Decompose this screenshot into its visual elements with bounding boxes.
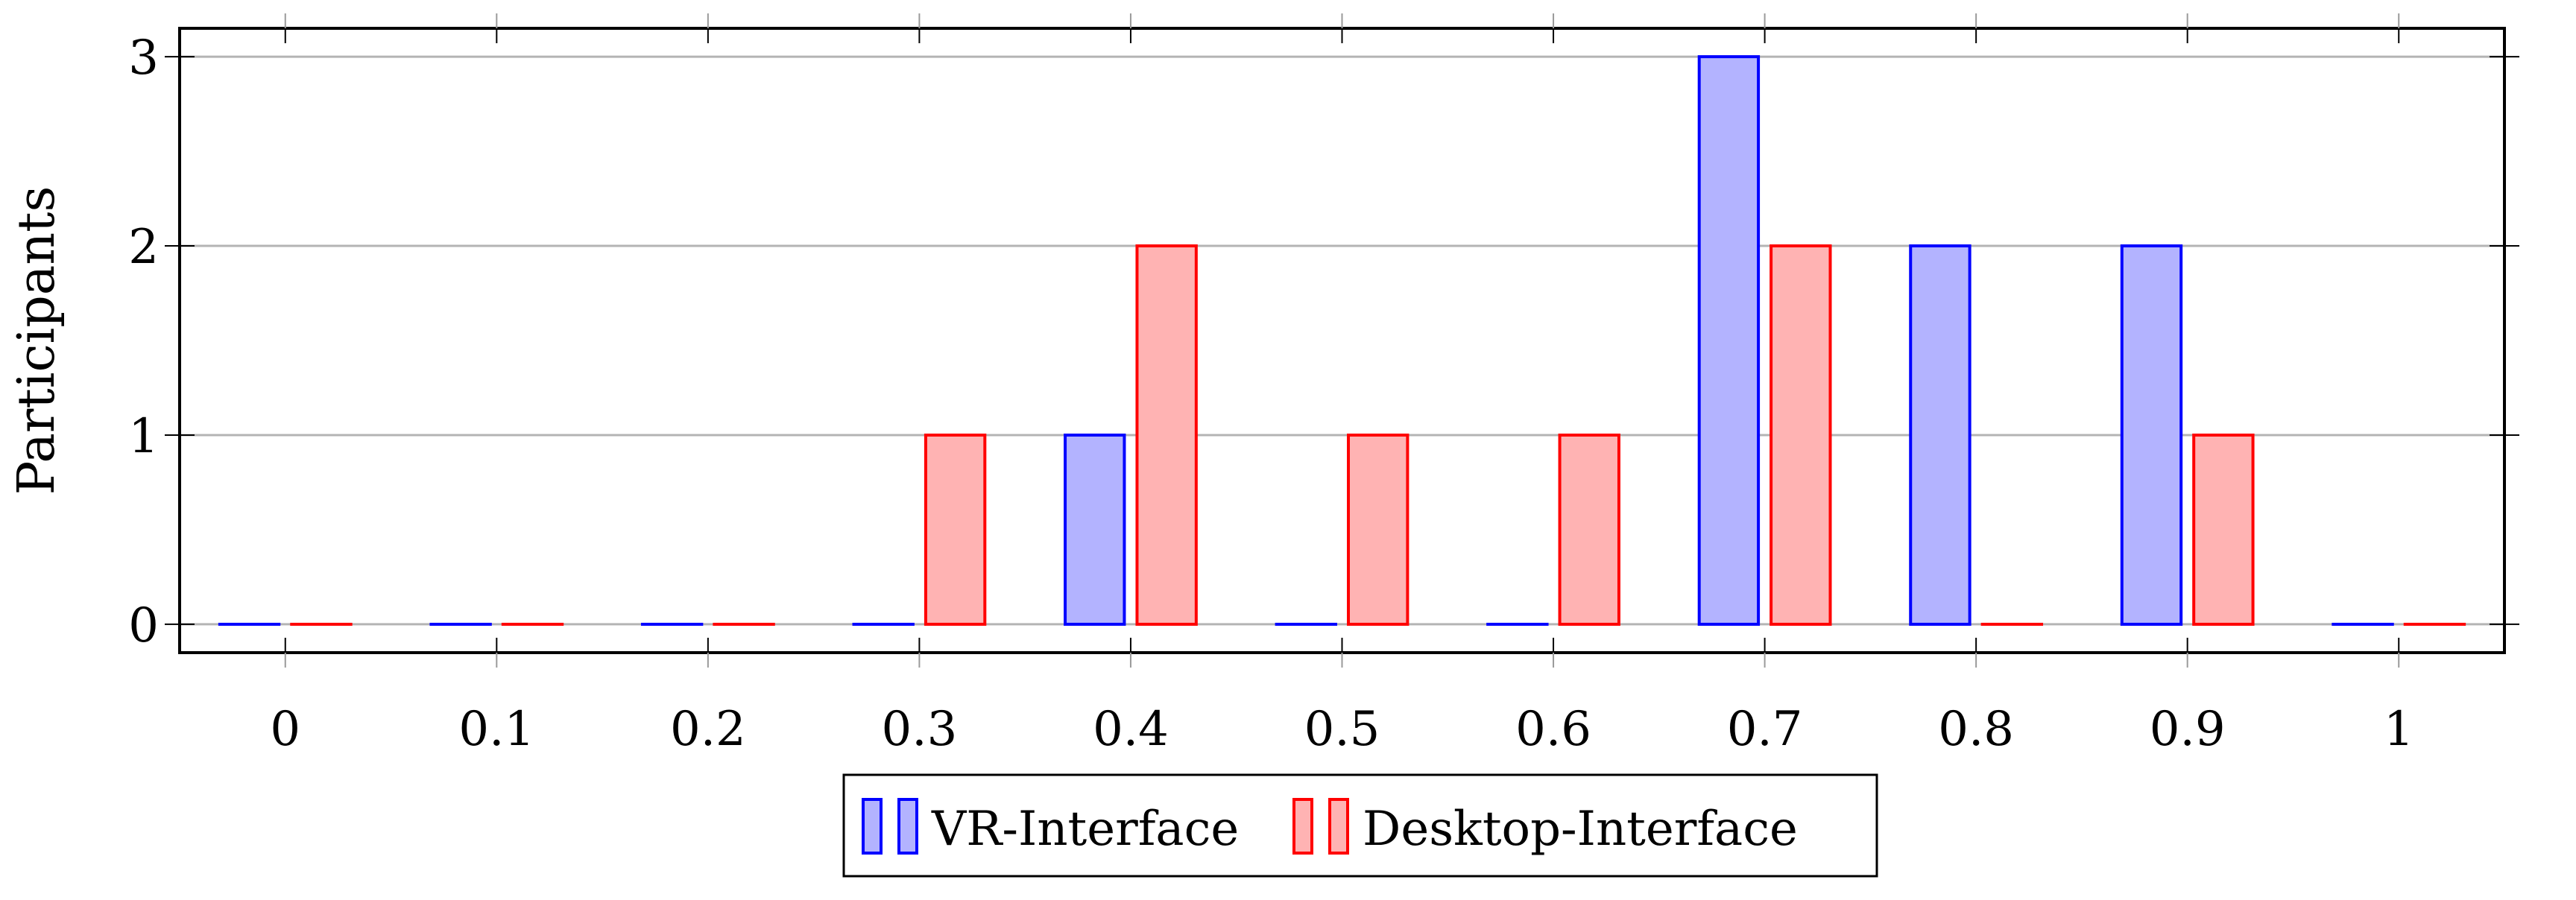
legend-swatch-vr-interface-b: [897, 798, 918, 855]
x-tick-label-0.1: 0.1: [458, 702, 534, 757]
axis-ticks: [165, 13, 2519, 668]
bar-vr-interface-0.4: [1064, 433, 1126, 626]
bar-desktop-interface-0.7: [1770, 244, 1832, 626]
bar-vr-interface-0.8: [1909, 244, 1972, 626]
bar-desktop-interface-0.3: [924, 433, 987, 626]
legend-label-vr-interface: VR-Interface: [931, 802, 1239, 857]
bars: [218, 55, 2466, 626]
legend-swatch-vr-interface-a: [862, 798, 883, 855]
y-tick-label-1: 1: [128, 409, 159, 464]
legend-box: [842, 773, 1878, 878]
x-tick-label-1: 1: [2384, 702, 2414, 757]
legend-swatch-desktop-interface-a: [1292, 798, 1313, 855]
x-tick-label-0: 0: [270, 702, 300, 757]
x-tick-label-0.4: 0.4: [1093, 702, 1169, 757]
x-tick-label-0.2: 0.2: [670, 702, 746, 757]
legend-swatch-desktop-interface-b: [1328, 798, 1349, 855]
x-tick-label-0.6: 0.6: [1515, 702, 1591, 757]
y-tick-label-2: 2: [128, 220, 159, 275]
x-tick-label-0.9: 0.9: [2150, 702, 2226, 757]
tick-labels: 0 0.1 0.2 0.3 0.4 0.5 0.6 0.7 0.8 0.9 1 0 1 2 3: [128, 31, 2414, 757]
y-axis-label: Participants: [7, 186, 66, 495]
grid-lines: [180, 55, 2504, 626]
legend-label-desktop-interface: Desktop-Interface: [1363, 802, 1798, 857]
bar-desktop-interface-0.6: [1558, 433, 1620, 626]
x-tick-label-0.3: 0.3: [882, 702, 958, 757]
bar-vr-interface-0.7: [1697, 55, 1761, 626]
legend: VR-Interface Desktop-Interface: [842, 773, 1878, 878]
bar-desktop-interface-0.9: [2192, 433, 2255, 626]
bar-desktop-interface-0.4: [1135, 244, 1198, 626]
x-tick-label-0.8: 0.8: [1938, 702, 2014, 757]
y-tick-label-3: 3: [128, 31, 159, 86]
bar-vr-interface-0.9: [2120, 244, 2183, 626]
y-tick-label-0: 0: [128, 598, 159, 653]
x-tick-label-0.7: 0.7: [1727, 702, 1803, 757]
x-tick-label-0.5: 0.5: [1304, 702, 1380, 757]
bar-desktop-interface-0.5: [1347, 433, 1409, 626]
